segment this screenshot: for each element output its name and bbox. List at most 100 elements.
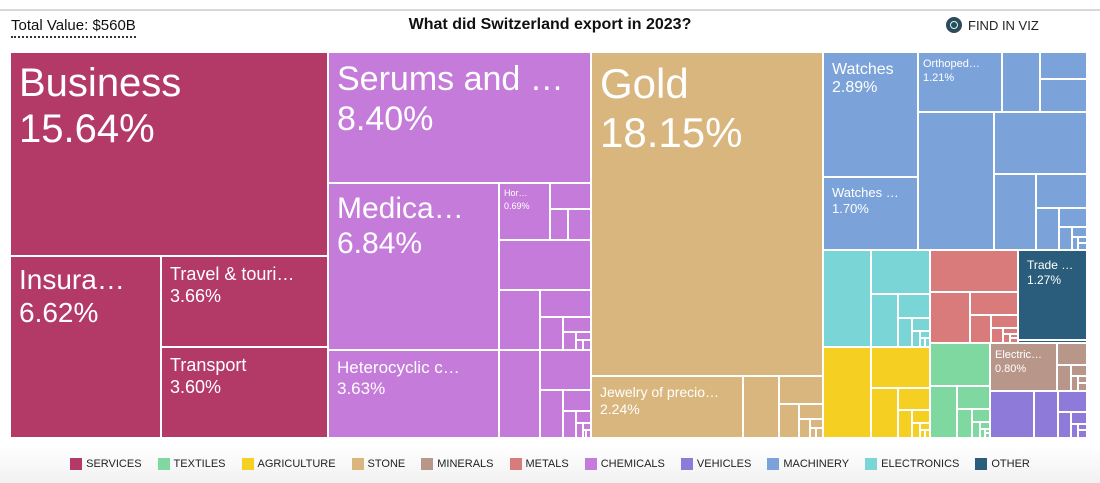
- tile-agriculture-product[interactable]: [912, 410, 930, 423]
- tile-metals-product[interactable]: [1003, 334, 1010, 343]
- tile-stone-product[interactable]: [743, 376, 779, 438]
- tile-minerals-product[interactable]: [1077, 383, 1087, 391]
- legend-item-machinery[interactable]: MACHINERY: [767, 458, 849, 470]
- tile-orthoped[interactable]: Orthoped… 1.21%: [918, 52, 1002, 112]
- tile-electronics-product[interactable]: [912, 317, 930, 331]
- tile-electronics-product[interactable]: [912, 330, 921, 347]
- tile-vehicles-product[interactable]: [1057, 391, 1087, 413]
- tile-machinery-product[interactable]: [1002, 52, 1041, 112]
- tile-metals-product[interactable]: [969, 314, 992, 343]
- tile-agriculture-product[interactable]: [912, 422, 921, 438]
- tile-chemicals-product[interactable]: [575, 411, 591, 424]
- tile-chemicals-product[interactable]: [582, 339, 591, 350]
- tile-metals-product[interactable]: [1009, 334, 1018, 339]
- tile-chemicals-product[interactable]: [575, 423, 583, 438]
- tile-stone-product[interactable]: [779, 376, 823, 404]
- tile-chemicals-product[interactable]: [540, 389, 564, 438]
- tile-machinery-product[interactable]: [1040, 52, 1087, 79]
- tile-metals-product[interactable]: [969, 291, 1018, 315]
- tile-business[interactable]: Business 15.64%: [10, 52, 328, 256]
- tile-chemicals-product[interactable]: [499, 350, 541, 438]
- tile-metals-product[interactable]: [930, 291, 970, 343]
- tile-agriculture-product[interactable]: [924, 429, 930, 438]
- tile-machinery-product[interactable]: [1040, 79, 1087, 112]
- tile-chemicals-product[interactable]: [568, 208, 591, 240]
- tile-chemicals-product[interactable]: [550, 183, 591, 209]
- tile-vehicles-product[interactable]: [1070, 423, 1079, 438]
- tile-agriculture-product[interactable]: [871, 387, 898, 438]
- tile-electronics-product[interactable]: [871, 250, 930, 294]
- tile-chemicals-product[interactable]: [499, 240, 591, 290]
- tile-machinery-product[interactable]: [994, 112, 1087, 175]
- tile-agriculture-product[interactable]: [920, 422, 930, 430]
- tile-machinery-product[interactable]: [1035, 208, 1059, 250]
- tile-trade[interactable]: Trade … 1.27%: [1018, 250, 1087, 340]
- tile-minerals-product[interactable]: [1057, 343, 1087, 365]
- tile-electronics-product[interactable]: [823, 250, 872, 347]
- tile-machinery-product[interactable]: [1071, 227, 1087, 238]
- total-value[interactable]: Total Value: $560B: [11, 17, 136, 38]
- tile-chemicals-product[interactable]: [575, 331, 591, 340]
- tile-travel-touri[interactable]: Travel & touri… 3.66%: [161, 256, 328, 347]
- tile-agriculture-product[interactable]: [871, 347, 930, 388]
- tile-metals-product[interactable]: [930, 250, 1018, 292]
- tile-machinery-product[interactable]: [1058, 227, 1072, 250]
- tile-textiles-product[interactable]: [930, 343, 990, 386]
- tile-other-product[interactable]: [1018, 340, 1087, 343]
- tile-chemicals-product[interactable]: [540, 350, 591, 390]
- tile-chemicals-product[interactable]: [586, 429, 591, 438]
- tile-vehicles-product[interactable]: [1078, 423, 1087, 431]
- find-in-viz-button[interactable]: FIND IN VIZ: [946, 17, 1039, 33]
- tile-stone-product[interactable]: [809, 419, 823, 428]
- tile-minerals-product[interactable]: [1070, 364, 1087, 377]
- tile-chemicals-product[interactable]: [540, 289, 591, 317]
- tile-jewelry-of-precio[interactable]: Jewelry of precio… 2.24%: [591, 376, 743, 438]
- tile-electronics-product[interactable]: [920, 338, 925, 347]
- tile-watches[interactable]: Watches 2.89%: [823, 52, 918, 177]
- tile-stone-product[interactable]: [779, 403, 799, 438]
- tile-electronics-product[interactable]: [871, 293, 898, 347]
- tile-chemicals-product[interactable]: [499, 289, 541, 350]
- legend-item-services[interactable]: SERVICES: [70, 458, 142, 470]
- tile-vehicles-product[interactable]: [1033, 391, 1058, 438]
- tile-insura[interactable]: Insura… 6.62%: [10, 256, 161, 438]
- tile-minerals-product[interactable]: [1070, 376, 1078, 391]
- tile-textiles-product[interactable]: [980, 422, 990, 430]
- tile-electronics-product[interactable]: [920, 330, 930, 339]
- tile-metals-product[interactable]: [1003, 327, 1018, 335]
- tile-metals-product[interactable]: [991, 314, 1018, 328]
- tile-machinery-product[interactable]: [1078, 237, 1087, 244]
- tile-vehicles-product[interactable]: [1057, 412, 1071, 438]
- legend-item-metals[interactable]: METALS: [509, 458, 569, 470]
- tile-electronics-product[interactable]: [897, 293, 930, 318]
- tile-stone-product[interactable]: [798, 403, 823, 420]
- tile-textiles-product[interactable]: [971, 422, 980, 438]
- tile-textiles-product[interactable]: [971, 409, 990, 423]
- tile-machinery-product[interactable]: [1058, 208, 1087, 228]
- tile-textiles-product[interactable]: [957, 409, 972, 438]
- tile-agriculture-product[interactable]: [897, 387, 930, 411]
- tile-gold[interactable]: Gold 18.15%: [591, 52, 823, 376]
- tile-machinery-product[interactable]: [994, 174, 1036, 250]
- tile-medica[interactable]: Medica… 6.84%: [328, 183, 499, 350]
- tile-electronics-product[interactable]: [924, 338, 930, 347]
- tile-hor[interactable]: Hor… 0.69%: [499, 183, 550, 240]
- tile-machinery-product[interactable]: [1078, 243, 1087, 250]
- tile-chemicals-product[interactable]: [575, 339, 583, 350]
- tile-machinery-product[interactable]: [1035, 174, 1087, 209]
- tile-textiles-product[interactable]: [957, 385, 990, 410]
- tile-metals-product[interactable]: [1009, 338, 1018, 343]
- tile-stone-product[interactable]: [815, 427, 823, 438]
- tile-chemicals-product[interactable]: [563, 389, 591, 412]
- legend-item-textiles[interactable]: TEXTILES: [157, 458, 226, 470]
- legend-item-chemicals[interactable]: CHEMICALS: [584, 458, 665, 470]
- tile-agriculture-product[interactable]: [920, 429, 925, 438]
- tile-textiles-product[interactable]: [984, 429, 990, 434]
- tile-chemicals-product[interactable]: [563, 316, 591, 332]
- tile-chemicals-product[interactable]: [563, 331, 576, 350]
- tile-machinery-product[interactable]: [918, 112, 995, 250]
- tile-chemicals-product[interactable]: [550, 208, 569, 240]
- tile-chemicals-product[interactable]: [540, 316, 564, 350]
- tile-stone-product[interactable]: [798, 419, 810, 438]
- tile-chemicals-product[interactable]: [582, 429, 587, 438]
